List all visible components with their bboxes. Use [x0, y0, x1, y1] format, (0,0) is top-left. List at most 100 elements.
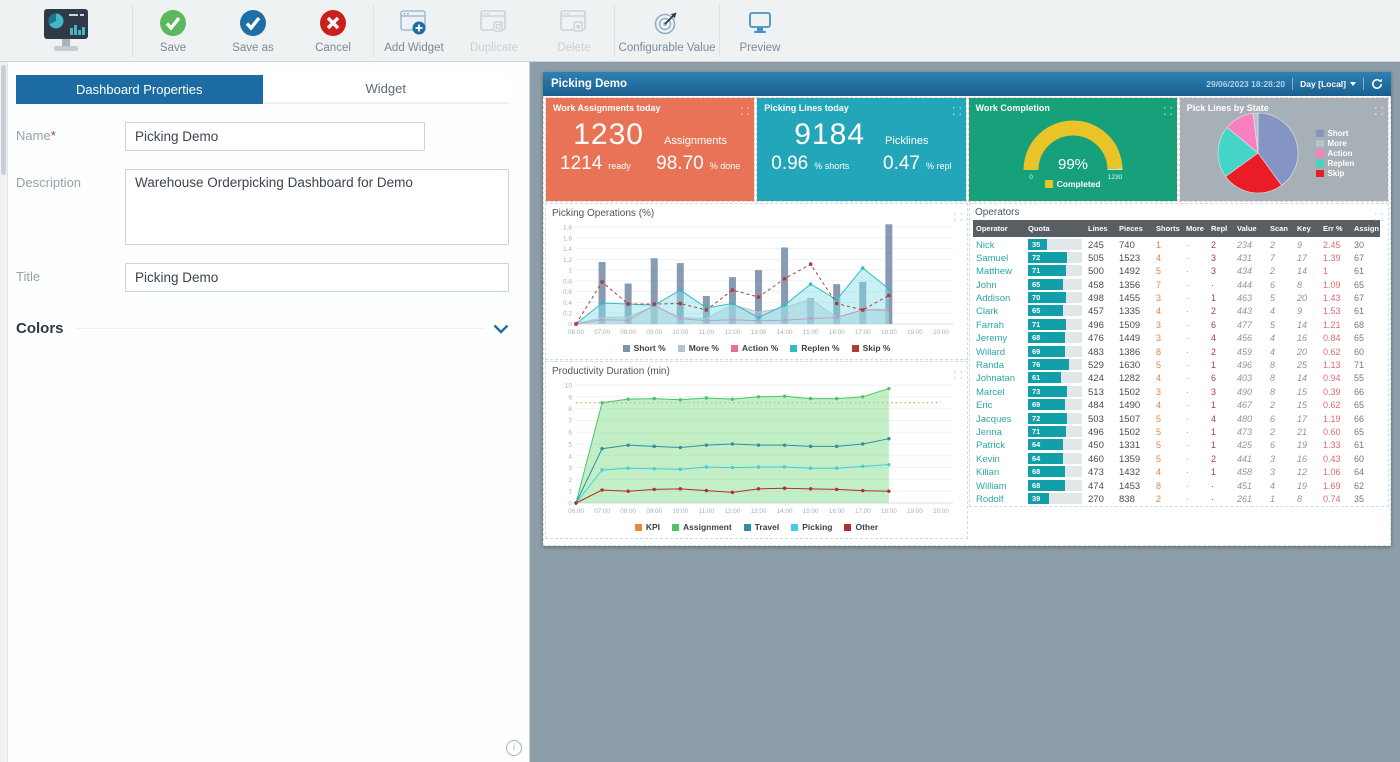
table-cell: 8 — [1297, 493, 1303, 504]
svg-text:1230: 1230 — [1107, 174, 1122, 179]
table-cell: 14 — [1297, 319, 1308, 330]
widget-operators-table[interactable]: Operators Operator Quota Lines Pieces Shorts… — [969, 203, 1389, 507]
legend-item: Completed — [1044, 179, 1101, 189]
legend-item: Assignment — [672, 522, 732, 532]
duplicate-button[interactable]: Duplicate — [454, 5, 534, 56]
svg-text:20:00: 20:00 — [933, 508, 949, 515]
quota-bar: 76 — [1028, 359, 1082, 371]
widget-work-assignments-card[interactable]: Work Assignments today 1230 Assignments 1… — [544, 97, 756, 202]
table-cell: 1.43 — [1323, 293, 1341, 304]
table-cell: · — [1186, 346, 1189, 357]
table-cell: · — [1186, 360, 1189, 371]
toolbar: Save Save as Cancel Add Widget Duplicate… — [0, 0, 1400, 62]
table-cell: 7 — [1270, 252, 1276, 263]
legend-item: Short % — [622, 343, 666, 353]
tab-dashboard-properties[interactable]: Dashboard Properties — [16, 75, 263, 104]
kpi-right-value: 98.70 — [656, 153, 704, 174]
svg-text:12:00: 12:00 — [725, 508, 741, 515]
column-header[interactable]: Lines — [1085, 220, 1116, 237]
expand-icon[interactable] — [953, 366, 963, 384]
table-cell: 458 — [1237, 467, 1253, 478]
table-cell: 451 — [1237, 480, 1253, 491]
table-cell: 1507 — [1119, 413, 1141, 425]
table-cell: 4 — [1270, 333, 1276, 344]
table-cell: 61 — [1025, 371, 1085, 384]
table-cell: 19 — [1297, 440, 1308, 451]
widget-productivity-duration-chart[interactable]: Productivity Duration (min) 0 1 2 3 4 5 6 7 8 9 10… — [545, 361, 968, 539]
table-cell: 9 — [1297, 239, 1303, 250]
state-pie-chart — [1217, 112, 1298, 194]
description-input[interactable]: Warehouse Orderpicking Dashboard for Dem… — [125, 169, 509, 245]
svg-text:0: 0 — [568, 322, 572, 329]
table-cell: 62 — [1354, 480, 1365, 491]
table-cell: 1335 — [1119, 306, 1141, 318]
configurable-value-button[interactable]: Configurable Value — [615, 5, 719, 56]
column-header[interactable]: Err % — [1320, 220, 1351, 237]
kpi-big-label: Assignments — [664, 135, 727, 147]
expand-icon[interactable] — [1163, 102, 1173, 120]
colors-section-header[interactable]: Colors — [16, 320, 509, 337]
column-header[interactable]: Key — [1294, 220, 1320, 237]
table-cell: 2 — [1270, 266, 1276, 277]
operator-name-cell: Jenna — [976, 426, 1002, 438]
svg-text:0.8: 0.8 — [563, 278, 572, 285]
quota-bar: 64 — [1028, 439, 1082, 451]
expand-icon[interactable] — [1374, 102, 1384, 120]
column-header[interactable]: Pieces — [1116, 220, 1153, 237]
table-cell: 1.06 — [1323, 467, 1341, 478]
legend-swatch — [1315, 149, 1324, 157]
expand-icon[interactable] — [953, 208, 963, 226]
widget-picking-lines-card[interactable]: Picking Lines today 9184 Picklines 0.96 % … — [756, 97, 967, 202]
column-header[interactable]: Repl — [1208, 220, 1234, 237]
svg-text:0: 0 — [568, 501, 572, 508]
column-header[interactable]: Assign — [1351, 220, 1380, 237]
time-range-dropdown[interactable]: Day [Local] — [1300, 79, 1356, 89]
cancel-button[interactable]: Cancel — [293, 5, 373, 56]
panel-scrollbar[interactable] — [0, 62, 8, 762]
widget-picking-operations-chart[interactable]: Picking Operations (%) 0 0.2 0.4 0.6 0.8 1 1.2… — [545, 203, 968, 360]
table-cell: 0.74 — [1323, 493, 1341, 504]
table-cell: · — [1186, 239, 1189, 250]
column-header[interactable]: Scan — [1267, 220, 1294, 237]
column-header[interactable]: Quota — [1025, 220, 1085, 237]
table-cell: 2 — [1270, 239, 1276, 250]
table-cell: 476 — [1088, 333, 1104, 345]
table-cell: 1 — [1270, 493, 1276, 504]
column-header[interactable]: Shorts — [1153, 220, 1183, 237]
table-cell: 64 — [1354, 467, 1365, 478]
expand-icon[interactable] — [740, 102, 750, 120]
column-header[interactable]: Operator — [973, 220, 1025, 237]
info-icon[interactable]: i — [506, 740, 522, 756]
table-cell: 67 — [1354, 252, 1365, 263]
expand-icon[interactable] — [952, 102, 961, 120]
refresh-icon[interactable] — [1371, 78, 1383, 90]
table-cell: · — [1186, 440, 1189, 451]
save-as-button[interactable]: Save as — [213, 5, 293, 56]
kpi-right-value: 0.47 — [883, 153, 920, 174]
table-cell: 76 — [1025, 358, 1085, 371]
scrollbar-thumb[interactable] — [1, 65, 6, 175]
widget-work-completion-gauge[interactable]: Work Completion 99% 0 1230 Completed — [967, 97, 1178, 202]
legend-swatch — [1315, 169, 1324, 177]
tab-widget[interactable]: Widget — [262, 75, 509, 104]
preview-button[interactable]: Preview — [720, 5, 800, 56]
column-header[interactable]: More — [1183, 220, 1208, 237]
operators-table-header: Operator Quota Lines Pieces Shorts More Repl Va… — [970, 220, 1388, 237]
name-input[interactable] — [125, 122, 425, 151]
operator-name-cell: Randa — [976, 360, 1004, 371]
table-cell: 458 — [1088, 279, 1104, 291]
quota-bar: 69 — [1028, 345, 1082, 357]
column-header[interactable]: Value — [1234, 220, 1267, 237]
table-cell: 71 — [1354, 360, 1365, 371]
delete-button[interactable]: Delete — [534, 5, 614, 56]
table-cell: 425 — [1237, 440, 1253, 451]
expand-icon[interactable] — [1374, 208, 1384, 226]
table-cell: · — [1186, 453, 1189, 464]
add-widget-button[interactable]: Add Widget — [374, 5, 454, 56]
save-button[interactable]: Save — [133, 5, 213, 56]
table-cell: · — [1211, 480, 1214, 491]
svg-text:16:00: 16:00 — [829, 329, 845, 336]
title-input[interactable] — [125, 263, 509, 292]
widget-pick-lines-by-state-pie[interactable]: Pick Lines by State Short More Action Reple… — [1178, 97, 1390, 202]
legend-item: Action — [1315, 149, 1355, 158]
